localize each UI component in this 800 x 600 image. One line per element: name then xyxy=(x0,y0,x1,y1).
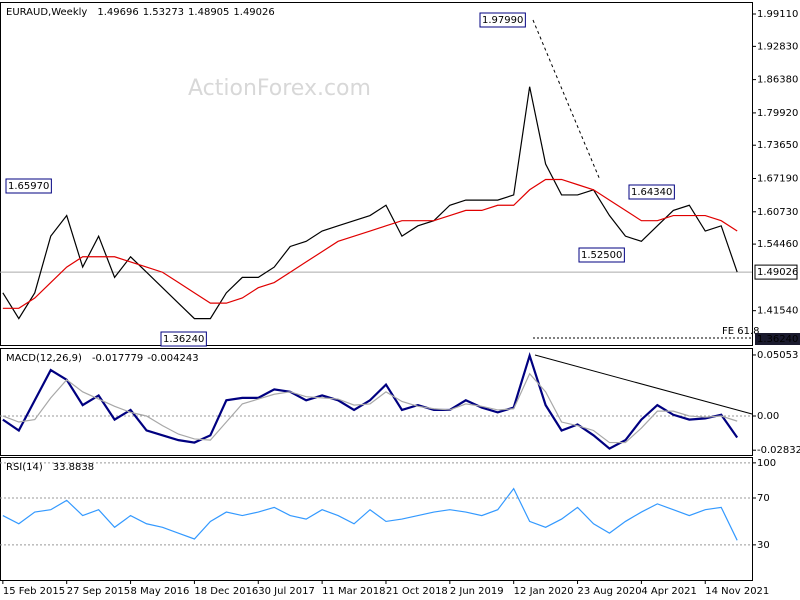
watermark: ActionForex.com xyxy=(188,76,371,101)
x-tick-label: 15 Feb 2015 xyxy=(3,586,65,597)
header-value: -0.017779 xyxy=(92,353,143,364)
annotation: 1.52500 xyxy=(578,247,625,263)
y-tick-label: 1.79920 xyxy=(757,108,798,119)
header-value: -0.004243 xyxy=(147,353,198,364)
y-tick-label: 1.73650 xyxy=(757,140,798,151)
y-tick-label: 1.41540 xyxy=(757,306,798,317)
x-tick-label: 2 Jun 2019 xyxy=(450,586,504,597)
annotation: 1.97990 xyxy=(479,12,526,28)
y-tick-label: 1.86380 xyxy=(757,75,798,86)
price-tag-box xyxy=(754,264,798,280)
y-tick-label: 70 xyxy=(757,493,770,504)
annotation-box xyxy=(628,184,675,200)
x-tick-label: 11 Mar 2018 xyxy=(322,586,385,597)
annotation-box xyxy=(5,178,52,194)
panel-title: EURAUD,Weekly xyxy=(6,7,87,18)
panel-frame xyxy=(0,2,753,346)
y-tick-label: 1.54460 xyxy=(757,239,798,250)
y-tick-label: 1.99110 xyxy=(757,9,798,20)
annotation-label: 1.64340 xyxy=(631,187,672,198)
annotation-label: 1.52500 xyxy=(581,250,622,261)
header-value: 1.53273 xyxy=(143,7,184,18)
panel-title: MACD(12,26,9) xyxy=(6,353,82,364)
annotation: 1.65970 xyxy=(5,178,52,194)
annotation-label: FE 61.8 xyxy=(722,326,760,337)
y-tick-label: 100 xyxy=(757,458,776,469)
y-tick-label: 1.67190 xyxy=(757,173,798,184)
series-line xyxy=(2,372,738,444)
annotation-label: 1.36240 xyxy=(757,334,798,345)
annotation-box xyxy=(479,12,526,28)
x-tick-label: 23 Aug 2020 xyxy=(578,586,642,597)
header-value: 1.49696 xyxy=(97,7,138,18)
series-line xyxy=(2,351,739,450)
trend-line xyxy=(534,354,753,415)
x-tick-label: 4 Apr 2021 xyxy=(641,586,696,597)
x-tick-label: 12 Jan 2020 xyxy=(514,586,574,597)
annotation-label: 1.65970 xyxy=(8,181,49,192)
series-line xyxy=(2,86,738,320)
annotation-label: 1.97990 xyxy=(482,15,523,26)
x-tick-label: 30 Jul 2017 xyxy=(258,586,315,597)
annotation-label: 1.36240 xyxy=(163,334,204,345)
y-tick-label: 0.05053 xyxy=(757,350,798,361)
y-tick-label: 0.00 xyxy=(757,411,779,422)
x-tick-label: 14 Nov 2021 xyxy=(705,586,769,597)
annotation: 1.64340 xyxy=(628,184,675,200)
x-tick-label: 27 Sep 2015 xyxy=(67,586,130,597)
annotation-box xyxy=(755,333,800,345)
x-tick-label: 21 Oct 2018 xyxy=(386,586,448,597)
y-tick-label: -0.028323 xyxy=(757,445,800,456)
annotation-box xyxy=(160,331,207,347)
annotation-box xyxy=(578,247,625,263)
trend-line xyxy=(532,19,601,181)
series-line xyxy=(2,487,738,541)
y-tick-label: 1.60730 xyxy=(757,207,798,218)
annotation: 1.36240 xyxy=(160,331,207,347)
panel-frame xyxy=(0,348,753,456)
x-tick-label: 18 Dec 2016 xyxy=(194,586,258,597)
panel-title: RSI(14) xyxy=(6,462,43,473)
y-tick-label: 1.92830 xyxy=(757,41,798,52)
y-tick-label: 30 xyxy=(757,540,770,551)
series-line xyxy=(2,178,738,309)
header-value: 33.8838 xyxy=(53,462,94,473)
panel-frame xyxy=(0,457,753,581)
annotation: FE 61.8 xyxy=(722,326,760,337)
annotation: 1.36240 xyxy=(755,333,800,345)
price-tag: 1.49026 xyxy=(757,267,798,278)
header-value: 1.49026 xyxy=(233,7,274,18)
x-tick-label: 8 May 2016 xyxy=(131,586,190,597)
header-value: 1.48905 xyxy=(188,7,229,18)
